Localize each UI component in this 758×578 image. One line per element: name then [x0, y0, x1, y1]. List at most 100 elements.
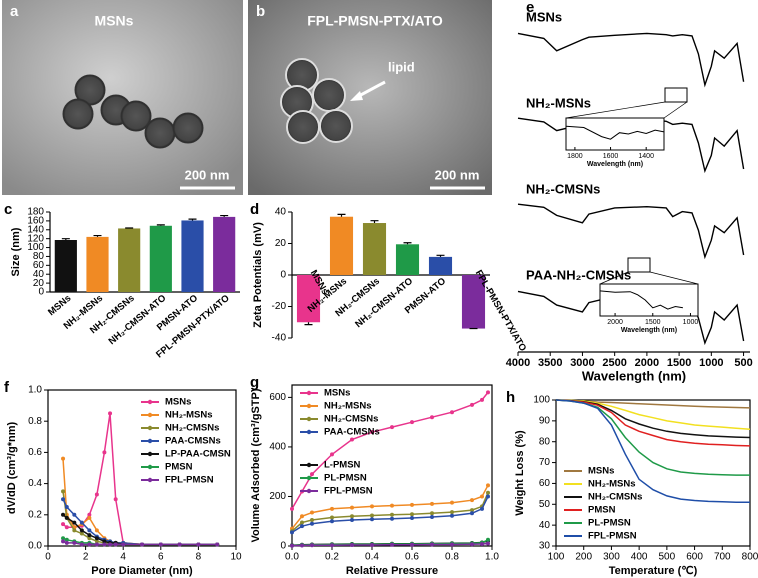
point [430, 511, 434, 516]
y-tick-label: 120 [27, 233, 44, 244]
point [350, 437, 354, 442]
legend-label: PL-PMSN [324, 473, 367, 484]
point [290, 530, 294, 535]
series-label: MSNs [526, 9, 562, 24]
y-axis-label: Weight Loss (%) [514, 430, 526, 516]
point [486, 490, 490, 495]
point [470, 508, 474, 513]
point [94, 528, 99, 533]
series-line [62, 491, 218, 546]
y-tick-label: 60 [539, 478, 551, 489]
bar [395, 244, 420, 275]
y-tick-label: 0 [38, 287, 44, 298]
point [390, 512, 394, 517]
series-line [555, 399, 751, 439]
arrow-head [350, 91, 363, 101]
point [410, 512, 414, 517]
x-tick-label: 8 [196, 552, 202, 563]
point [480, 506, 484, 511]
series-line [291, 391, 489, 510]
point [390, 516, 394, 521]
legend-marker [147, 412, 153, 418]
error-bar [188, 218, 197, 221]
y-tick-label: 20 [33, 278, 45, 289]
bar [118, 228, 141, 292]
x-tick-label: 0.2 [325, 552, 339, 563]
x-tick-label: 200 [575, 552, 592, 563]
bar [428, 256, 453, 275]
error-bar [370, 220, 379, 224]
point [61, 456, 66, 461]
legend-marker [306, 429, 312, 435]
point [486, 494, 490, 499]
point [61, 539, 66, 544]
y-tick-label: 140 [27, 224, 44, 235]
x-tick-label: 6 [158, 552, 164, 563]
legend-label: NH₂-MSNs [324, 401, 372, 412]
x-tick-label: NH₂-CMSN-ATO [353, 276, 415, 330]
point [94, 539, 99, 544]
x-tick-label: 100 [548, 552, 565, 563]
point [430, 515, 434, 520]
series-line [555, 399, 751, 430]
point [330, 543, 334, 548]
bar [86, 236, 109, 292]
legend-label: NH₂-CMSNs [165, 423, 219, 434]
point [390, 425, 394, 430]
error-bar [304, 322, 313, 326]
zoom-lines [599, 271, 699, 285]
zoom-box [627, 257, 651, 273]
x-axis-label: Relative Pressure [346, 565, 438, 577]
point [215, 542, 220, 547]
point [87, 515, 92, 520]
point [300, 543, 304, 548]
point [390, 542, 394, 547]
y-tick-label: 180 [27, 207, 44, 218]
point [310, 517, 314, 522]
point [310, 510, 314, 515]
point [310, 543, 314, 548]
legend-marker [306, 475, 312, 481]
legend-label: FPL-PMSN [588, 531, 637, 542]
point [370, 430, 374, 435]
x-tick-label: 2500 [602, 357, 626, 369]
x-axis-label: Wavelength (nm) [582, 368, 686, 383]
point [61, 512, 66, 517]
x-tick-label: 1500 [667, 357, 691, 369]
point [370, 513, 374, 518]
legend-label: NH₂-MSNs [165, 410, 213, 421]
series-label: PAA-NH₂-CMSNs [526, 267, 631, 282]
panel-label: h [506, 389, 515, 406]
x-tick-label: 0.8 [445, 552, 459, 563]
panel-label: d [250, 201, 259, 218]
inset-tick-label: 1600 [603, 153, 619, 160]
point [113, 542, 118, 547]
error-bar [436, 254, 445, 257]
point [470, 402, 474, 407]
legend-marker [306, 416, 312, 422]
x-tick-label: 600 [686, 552, 703, 563]
particles [62, 74, 204, 149]
point [87, 528, 92, 533]
legend-marker [306, 462, 312, 468]
bar [362, 223, 387, 275]
point [430, 501, 434, 506]
x-tick-label: 4000 [506, 357, 530, 369]
x-tick-label: MSNs [46, 293, 73, 318]
point [72, 528, 77, 533]
y-tick-label: 50 [539, 499, 551, 510]
x-tick-label: 300 [603, 552, 620, 563]
point [430, 542, 434, 547]
x-tick-label: 2 [83, 552, 89, 563]
bar [213, 216, 236, 292]
point [61, 497, 66, 502]
legend-label: NH₂-MSNs [588, 479, 636, 490]
point [177, 542, 182, 547]
y-tick-label: 0.4 [28, 478, 42, 489]
y-tick-label: 80 [539, 436, 551, 447]
y-tick-label: 160 [27, 216, 44, 227]
scale-label: 200 nm [435, 167, 480, 182]
point [79, 531, 84, 536]
point [410, 542, 414, 547]
point [480, 494, 484, 499]
